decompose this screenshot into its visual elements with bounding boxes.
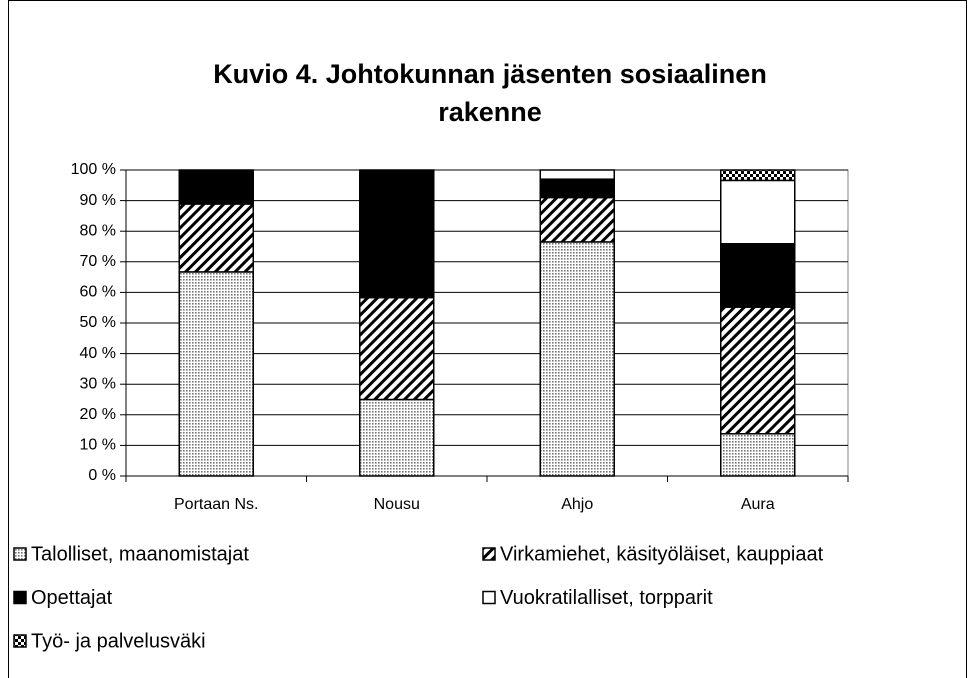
chart-title: Kuvio 4. Johtokunnan jäsenten sosiaaline…: [213, 59, 767, 89]
x-tick-label: Aura: [741, 496, 775, 513]
y-tick-label: 90 %: [80, 192, 116, 209]
legend-swatch: [482, 590, 496, 605]
legend-label: Vuokratilalliset, torpparit: [500, 587, 713, 609]
bar-segment: [539, 169, 615, 180]
bar-segment: [720, 242, 796, 308]
bar-segment: [539, 178, 615, 199]
legend-swatch: [13, 590, 27, 605]
legend-swatch: [13, 547, 27, 561]
legend-swatch: [13, 634, 27, 648]
bar-segment: [359, 296, 435, 401]
bar-segment: [178, 271, 254, 477]
y-tick-label: 40 %: [80, 345, 116, 362]
bar-segment: [539, 241, 615, 477]
bar-segment: [720, 169, 796, 182]
y-tick-label: 60 %: [80, 284, 116, 301]
y-tick-label: 80 %: [80, 222, 116, 239]
y-tick-label: 20 %: [80, 406, 116, 423]
legend-label: Työ- ja palvelusväki: [31, 630, 206, 652]
bar-segment: [359, 398, 435, 477]
bar-segment: [359, 169, 435, 299]
y-tick-label: 30 %: [80, 375, 116, 392]
legend-label: Talolliset, maanomistajat: [31, 543, 249, 565]
bar-segment: [720, 179, 796, 245]
x-tick-label: Portaan Ns.: [174, 496, 258, 513]
x-tick-label: Nousu: [374, 496, 420, 513]
y-tick-label: 100 %: [71, 161, 116, 178]
bar-segment: [178, 203, 254, 273]
bar-segment: [720, 306, 796, 435]
y-tick-label: 70 %: [80, 253, 116, 270]
legend-label: Virkamiehet, käsityöläiset, kauppiaat: [500, 543, 824, 565]
bar-segment: [178, 169, 254, 205]
x-tick-label: Ahjo: [561, 496, 593, 513]
bar-segment: [720, 433, 796, 477]
bar-segment: [539, 196, 615, 243]
chart-title: rakenne: [438, 97, 542, 127]
y-tick-label: 10 %: [80, 437, 116, 454]
y-tick-label: 0 %: [88, 467, 116, 484]
legend-swatch: [482, 547, 496, 561]
y-tick-label: 50 %: [80, 314, 116, 331]
frame: [8, 0, 967, 678]
legend-label: Opettajat: [31, 587, 113, 609]
